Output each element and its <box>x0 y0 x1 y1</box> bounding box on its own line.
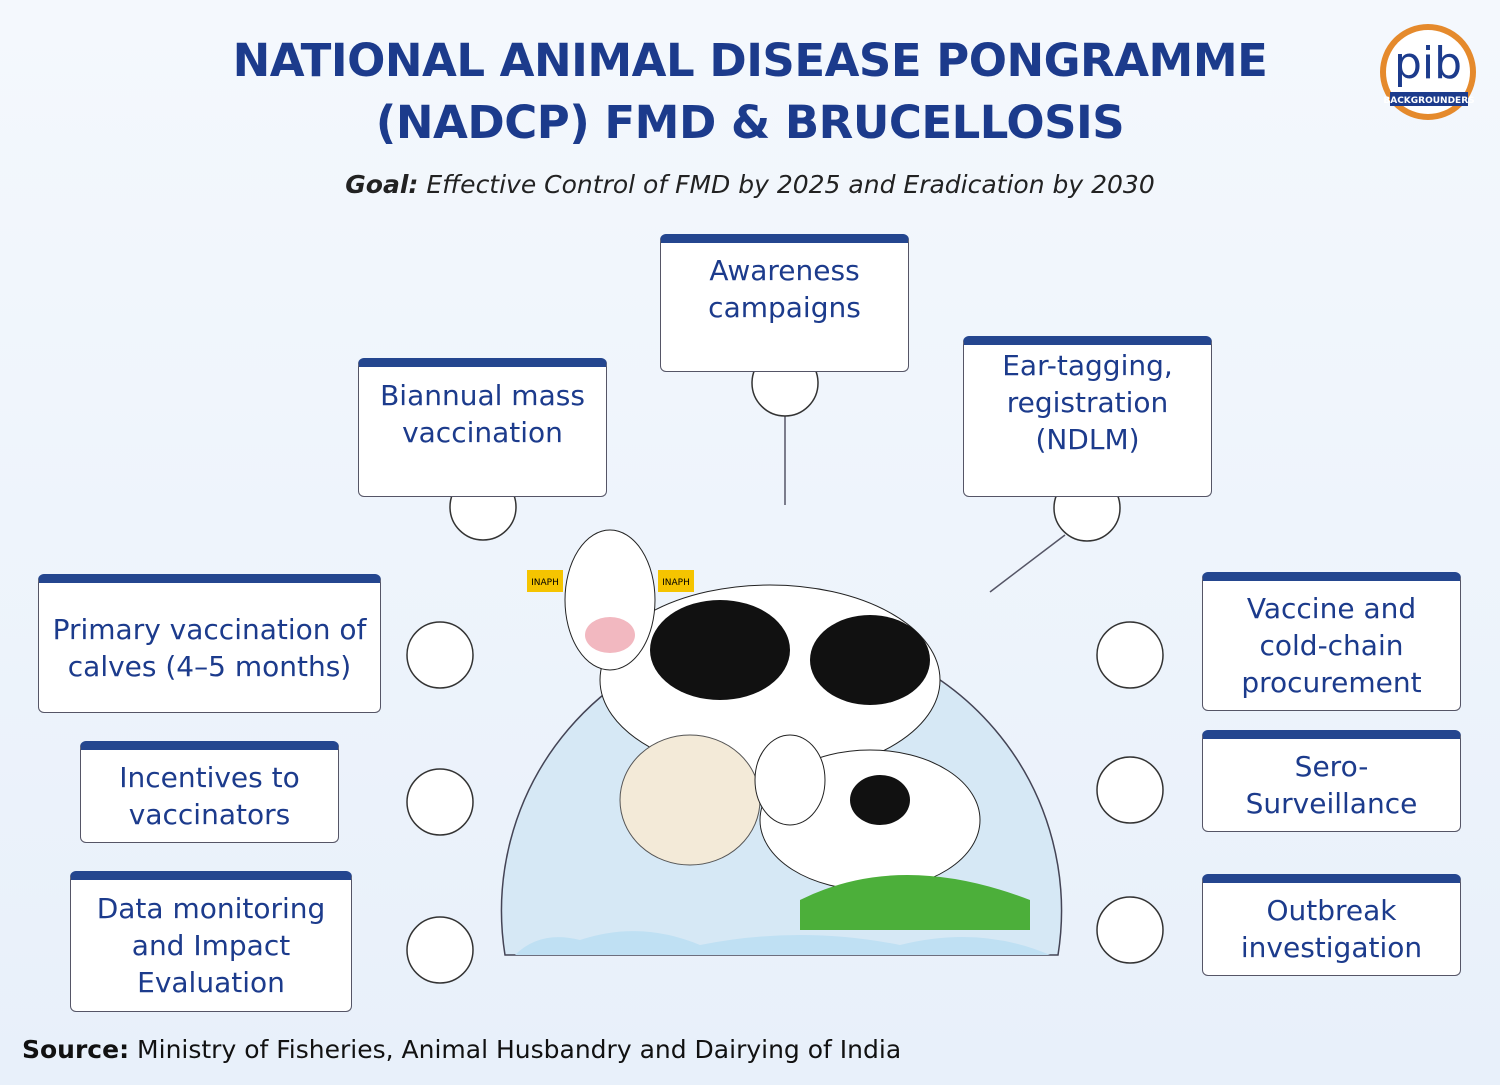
source-text: Ministry of Fisheries, Animal Husbandry … <box>137 1035 902 1064</box>
cow-spot <box>650 600 790 700</box>
title: (NADCP) FMD & BRUCELLOSIS <box>375 96 1125 149</box>
box: Outbreak investigation <box>1202 874 1461 976</box>
ear-tag <box>658 570 694 592</box>
box: Primary vaccination of calves (4–5 month… <box>38 574 381 713</box>
ear-tag-text: INAPH <box>531 578 559 588</box>
box: Incentives to vaccinators <box>80 741 339 843</box>
source-label: Source: <box>22 1035 130 1064</box>
box: Vaccine and cold-chain procurement <box>1202 572 1461 711</box>
logo-band <box>1390 92 1468 106</box>
cow-nose <box>585 617 635 653</box>
connector <box>989 534 1066 593</box>
calf-head <box>754 734 826 826</box>
calf-spot <box>850 775 910 825</box>
goal-label: Goal: <box>345 170 419 199</box>
logo-text: pib <box>1394 38 1462 89</box>
box: Ear-tagging, registration (NDLM) <box>963 336 1212 497</box>
grass <box>800 875 1030 930</box>
box: Awareness campaigns <box>660 234 909 372</box>
sheep <box>619 734 761 866</box>
source: Source: Ministry of Fisheries, Animal Hu… <box>22 1035 901 1064</box>
goal-text: Effective Control of FMD by 2025 and Era… <box>426 170 1155 199</box>
cow-spot <box>810 615 930 705</box>
title: NATIONAL ANIMAL DISEASE PONGRAMME <box>232 34 1268 87</box>
box: Data monitoring and Impact Evaluation <box>70 871 352 1012</box>
box: Biannual mass vaccination <box>358 358 607 497</box>
ear-tag <box>527 570 563 592</box>
cloud <box>515 931 1050 955</box>
ear-tag-text: INAPH <box>662 578 690 588</box>
logo-subtext: BACKGROUNDERS <box>1383 96 1474 106</box>
box: Sero-Surveillance <box>1202 730 1461 832</box>
goal: Goal: Effective Control of FMD by 2025 a… <box>0 170 1500 199</box>
